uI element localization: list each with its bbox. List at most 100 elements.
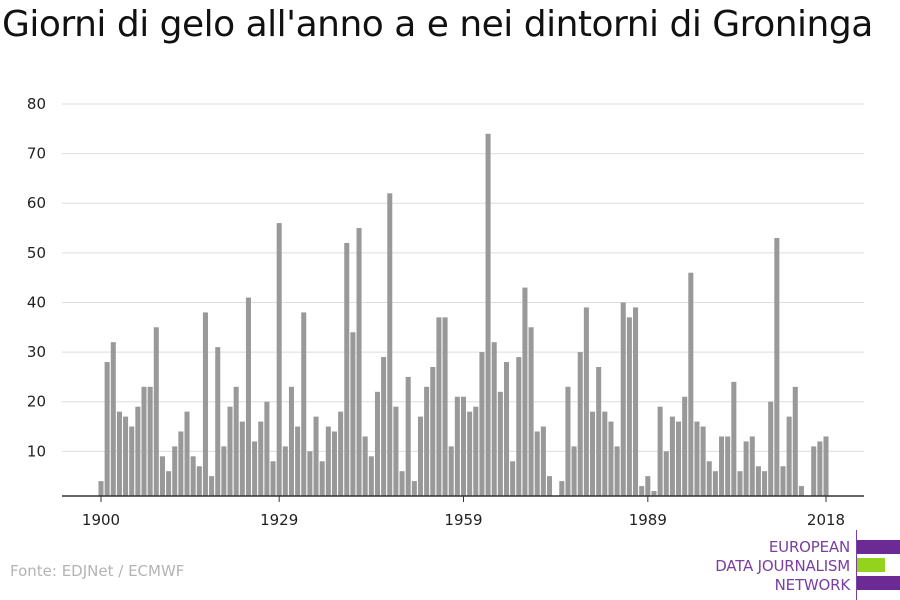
bar-1950: [405, 376, 411, 496]
logo-bar-green: [857, 558, 885, 572]
bar-1998: [700, 426, 706, 496]
bar-1909: [153, 327, 159, 496]
logo-bar-purple-top: [857, 540, 900, 554]
bar-1935: [313, 416, 319, 496]
bar-1920: [221, 446, 227, 496]
bar-1954: [430, 366, 436, 496]
bar-1903: [116, 411, 122, 496]
bar-1988: [639, 486, 645, 496]
bar-2009: [768, 401, 774, 496]
bar-1978: [577, 352, 583, 496]
bar-2012: [786, 416, 792, 496]
bar-1970: [528, 327, 534, 496]
bar-1945: [374, 391, 380, 496]
bar-1971: [534, 431, 540, 496]
bar-1965: [497, 391, 503, 496]
bar-1993: [669, 416, 675, 496]
logo-line-2: DATA JOURNALISM: [715, 557, 850, 575]
bar-1969: [522, 287, 528, 496]
bar-1934: [307, 451, 313, 496]
y-tick-label: 50: [27, 244, 46, 262]
bar-2011: [780, 466, 786, 496]
bar-2003: [731, 381, 737, 496]
bar-1931: [288, 386, 294, 496]
bar-1933: [301, 312, 307, 496]
bar-1967: [510, 461, 516, 496]
bar-1941: [350, 332, 356, 496]
bar-1960: [467, 411, 473, 496]
bar-2001: [719, 436, 725, 496]
x-axis-ticks: 1900 1929 1959 1989 2018: [82, 496, 845, 529]
bar-1989: [645, 476, 651, 496]
logo-line-3: NETWORK: [774, 576, 851, 594]
logo-bar-purple-bottom: [857, 576, 900, 590]
y-tick-label: 20: [27, 393, 46, 411]
bar-1925: [252, 441, 258, 496]
bar-1963: [485, 133, 491, 496]
bar-1924: [245, 297, 251, 496]
y-tick-label: 40: [27, 293, 46, 311]
bar-1983: [608, 421, 614, 496]
bar-1980: [590, 411, 596, 496]
y-tick-label: 70: [27, 145, 46, 163]
bar-1952: [417, 416, 424, 496]
bar-1922: [233, 386, 239, 496]
bar-2016: [811, 446, 817, 496]
bar-1904: [123, 416, 129, 496]
x-tick-label: 1989: [629, 511, 667, 529]
bars: [98, 133, 829, 497]
y-axis-tick-labels: 10 20 30 40 50 60 70 80: [27, 95, 46, 460]
source-note: Fonte: EDJNet / ECMWF: [10, 562, 185, 580]
bar-1946: [381, 357, 387, 496]
bar-1973: [546, 476, 553, 496]
bar-1917: [202, 312, 208, 496]
bar-1912: [172, 446, 178, 496]
bar-1921: [227, 406, 233, 496]
bar-1929: [276, 223, 282, 496]
bar-1951: [411, 481, 417, 496]
bar-1964: [491, 342, 497, 496]
bar-2014: [798, 486, 804, 496]
bar-1986: [626, 317, 632, 496]
bar-1942: [356, 228, 362, 497]
bar-1937: [325, 426, 331, 496]
bar-1905: [129, 426, 135, 496]
bar-1900: [98, 481, 104, 496]
bar-1901: [104, 362, 110, 496]
bar-2005: [743, 441, 749, 496]
bar-1991: [657, 406, 663, 496]
y-tick-label: 60: [27, 194, 46, 212]
bar-1958: [454, 396, 460, 496]
bar-1962: [479, 352, 485, 496]
bar-1913: [178, 431, 184, 496]
bar-1928: [270, 461, 276, 496]
bar-1910: [159, 456, 165, 496]
bar-1923: [239, 421, 245, 496]
bar-1981: [596, 366, 602, 496]
bar-1915: [190, 456, 196, 496]
bar-2002: [725, 436, 731, 496]
bar-1938: [331, 431, 337, 496]
bar-1939: [338, 411, 344, 496]
bar-1919: [215, 347, 221, 496]
bar-1997: [694, 421, 700, 496]
bar-1956: [442, 317, 448, 496]
bar-1976: [565, 386, 571, 496]
y-tick-label: 10: [27, 442, 46, 460]
bar-1979: [583, 307, 589, 496]
bar-1959: [460, 396, 467, 496]
bar-1916: [196, 466, 202, 496]
bar-1985: [620, 302, 626, 496]
bar-1944: [368, 456, 374, 496]
bar-1914: [184, 411, 190, 496]
bar-1926: [258, 421, 264, 496]
bar-1902: [110, 342, 116, 496]
bar-1955: [436, 317, 442, 496]
bar-1994: [676, 421, 682, 496]
bar-1932: [295, 426, 301, 496]
bar-1949: [399, 471, 405, 496]
edjnet-logo: EUROPEAN DATA JOURNALISM NETWORK: [700, 530, 900, 600]
bar-1992: [663, 451, 669, 496]
bar-2006: [749, 436, 755, 496]
